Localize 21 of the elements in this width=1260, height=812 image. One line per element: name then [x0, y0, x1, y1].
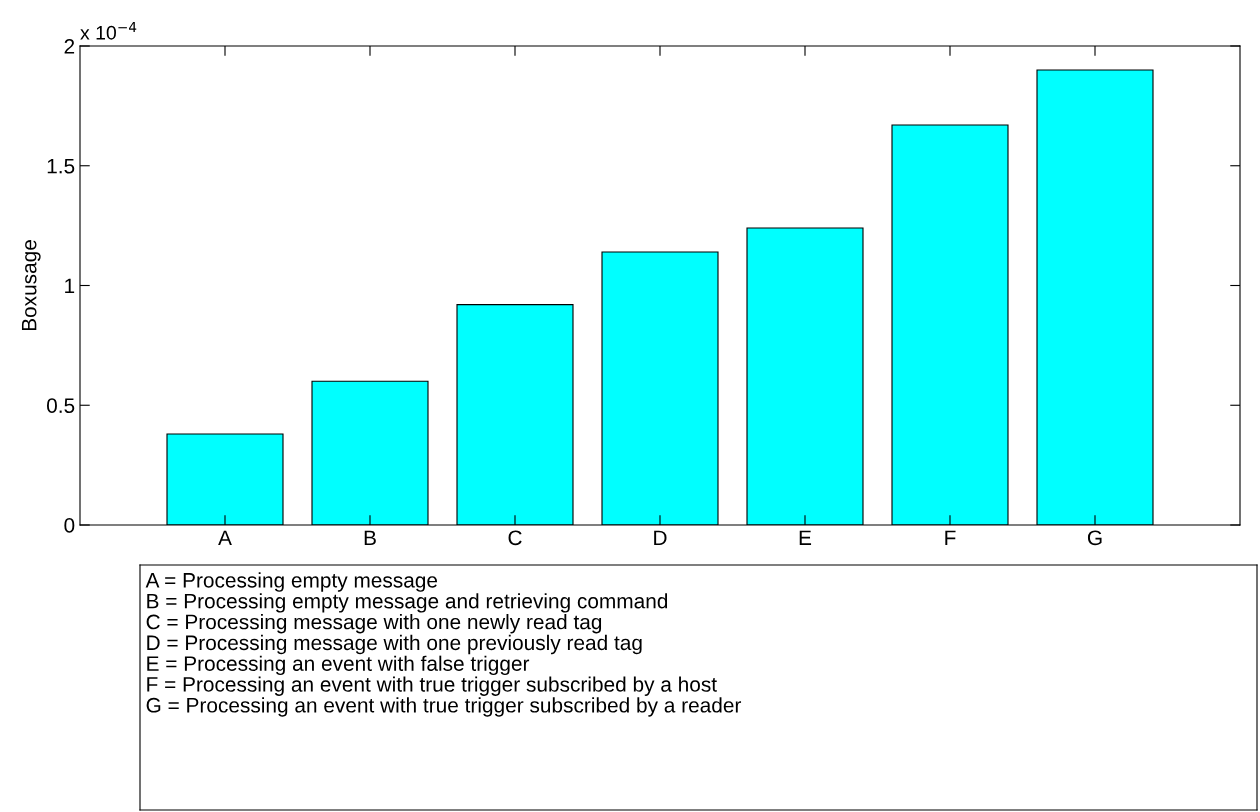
x-tick-label: F: [945, 530, 956, 545]
text: E = Processing an event with false trigger: [147, 655, 530, 676]
text: D = Processing message with one previously read tag: [147, 634, 642, 655]
text: F = Processing an event with true trigger subscribed by a host: [147, 676, 717, 696]
text: G = Processing an event with true trigger subscribed by a reader: [146, 697, 742, 717]
y-tick-label: 2: [64, 39, 75, 54]
text: C = Processing message with one newly read tag: [146, 614, 602, 634]
x-tick-label: C: [508, 530, 522, 546]
x-tick-label: D: [654, 530, 667, 545]
x-tick-label: E: [799, 530, 812, 545]
x-tick-label: G: [1087, 530, 1102, 546]
y-tick-label: 1: [65, 278, 75, 294]
y-axis-title: Boxusage: [21, 240, 41, 331]
y-tick-label: 0: [64, 518, 75, 533]
text: x 10$^{−4}$: [80, 22, 137, 40]
x-tick-label: A: [218, 530, 232, 545]
text: B = Processing empty message and retrieving command: [147, 593, 668, 613]
text: A = Processing empty message: [145, 572, 438, 592]
x-tick-label: B: [364, 530, 376, 545]
y-tick-label: 0.5: [46, 398, 75, 413]
y-tick-label: 1.5: [47, 158, 75, 174]
